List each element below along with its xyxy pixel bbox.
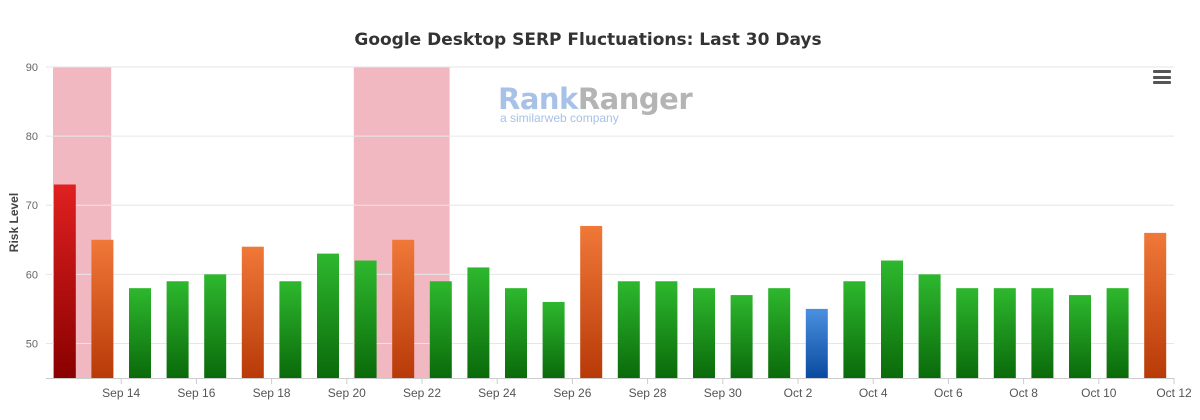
- bar-sep-25[interactable]: [505, 288, 527, 378]
- x-tick-label: Sep 14: [102, 386, 140, 400]
- menu-icon-line: [1153, 75, 1171, 79]
- bar-series: [53, 184, 1167, 378]
- y-tick-label: 60: [26, 269, 38, 281]
- x-tick-label: Sep 24: [478, 386, 516, 400]
- bar-sep-30[interactable]: [693, 288, 715, 378]
- x-tick-label: Oct 4: [859, 386, 888, 400]
- bar-sep-17[interactable]: [204, 274, 227, 378]
- menu-icon-line: [1153, 81, 1171, 84]
- y-tick-label: 70: [26, 200, 38, 212]
- y-tick-label: 50: [26, 338, 38, 350]
- x-tick-label: Oct 6: [934, 386, 963, 400]
- bar-sep-18[interactable]: [241, 246, 264, 378]
- bar-oct-5[interactable]: [881, 260, 903, 378]
- x-tick-label: Sep 22: [403, 386, 441, 400]
- bar-oct-11[interactable]: [1106, 288, 1129, 378]
- x-tick-label: Oct 8: [1009, 386, 1038, 400]
- bar-sep-19[interactable]: [279, 281, 302, 378]
- bar-sep-16[interactable]: [166, 281, 189, 378]
- x-axis: Sep 14 Sep 16 Sep 18 Sep 20 Sep 22 Sep 24 Sep …: [46, 378, 1192, 400]
- x-tick-label: Sep 28: [629, 386, 667, 400]
- y-axis: 50 60 70 80 90 Risk Level: [7, 62, 38, 350]
- bar-oct-7[interactable]: [956, 288, 979, 378]
- x-tick-label: Sep 26: [553, 386, 591, 400]
- bar-sep-15[interactable]: [129, 288, 151, 378]
- bar-sep-22[interactable]: [392, 239, 415, 378]
- bar-sep-23[interactable]: [429, 281, 452, 378]
- bar-oct-9[interactable]: [1031, 288, 1054, 378]
- rankranger-watermark: RankRanger a similarweb company: [498, 82, 693, 125]
- brand-part-ranger: Ranger: [577, 82, 693, 116]
- bar-sep-13[interactable]: [53, 184, 76, 378]
- bar-sep-24[interactable]: [467, 267, 490, 378]
- hamburger-menu-icon[interactable]: [1153, 70, 1171, 84]
- brand-logo: RankRanger: [498, 82, 693, 116]
- x-tick-label: Oct 10: [1081, 386, 1117, 400]
- bar-oct-1[interactable]: [730, 295, 753, 378]
- y-tick-label: 80: [26, 131, 38, 143]
- x-tick-label: Sep 16: [177, 386, 215, 400]
- bar-oct-4[interactable]: [843, 281, 866, 378]
- bar-sep-27[interactable]: [580, 225, 603, 378]
- bar-oct-8[interactable]: [993, 288, 1016, 378]
- bar-sep-20[interactable]: [317, 253, 339, 378]
- x-tick-label: Oct 12: [1156, 386, 1192, 400]
- x-tick-label: Sep 18: [253, 386, 291, 400]
- menu-icon-line: [1153, 70, 1171, 73]
- bar-sep-29[interactable]: [655, 281, 678, 378]
- bar-sep-21[interactable]: [354, 260, 377, 378]
- bar-oct-12[interactable]: [1144, 232, 1167, 378]
- bar-sep-26[interactable]: [542, 301, 565, 378]
- bar-oct-10[interactable]: [1069, 295, 1091, 378]
- chart-title: Google Desktop SERP Fluctuations: Last 3…: [354, 30, 822, 50]
- y-axis-label: Risk Level: [7, 193, 21, 252]
- bar-oct-6[interactable]: [918, 274, 941, 378]
- y-tick-label: 90: [26, 62, 38, 74]
- brand-part-rank: Rank: [498, 82, 578, 116]
- bar-oct-2[interactable]: [768, 288, 791, 378]
- x-tick-label: Sep 30: [704, 386, 742, 400]
- grid-lines: [46, 66, 1174, 344]
- bar-sep-28[interactable]: [617, 281, 640, 378]
- brand-tagline: a similarweb company: [500, 111, 619, 125]
- x-tick-label: Sep 20: [328, 386, 366, 400]
- bar-sep-14[interactable]: [91, 239, 114, 378]
- bar-oct-3[interactable]: [805, 308, 828, 378]
- x-tick-label: Oct 2: [784, 386, 813, 400]
